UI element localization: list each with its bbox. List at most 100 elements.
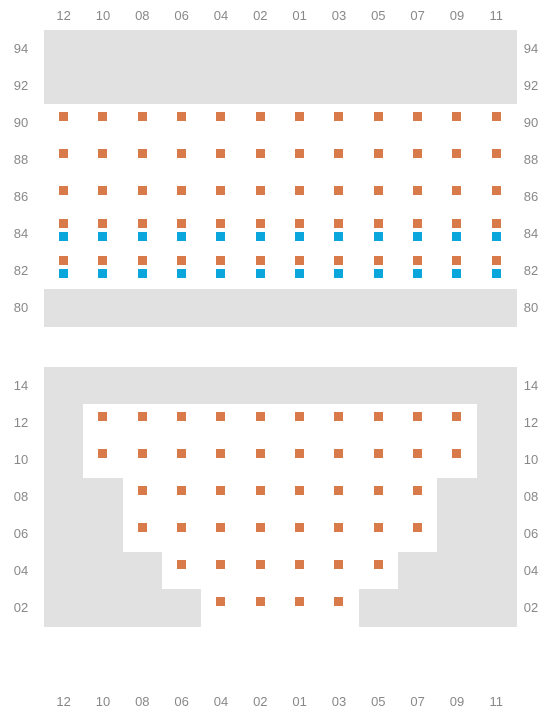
seat-cell[interactable] — [83, 289, 123, 327]
seat-cell[interactable] — [83, 178, 123, 216]
seat-cell[interactable] — [359, 289, 399, 327]
seat-cell[interactable] — [398, 289, 438, 327]
seat-cell[interactable] — [201, 67, 241, 105]
seat-cell[interactable] — [477, 404, 517, 442]
seat-cell[interactable] — [241, 141, 281, 179]
seat-cell[interactable] — [123, 552, 163, 590]
seat-cell[interactable] — [44, 404, 84, 442]
seat-cell[interactable] — [437, 141, 477, 179]
seat-cell[interactable] — [437, 178, 477, 216]
seat-cell[interactable] — [83, 67, 123, 105]
seat-cell[interactable] — [201, 104, 241, 142]
seat-cell[interactable] — [319, 552, 359, 590]
seat-cell[interactable] — [241, 289, 281, 327]
seat-cell[interactable] — [477, 178, 517, 216]
seat-cell[interactable] — [319, 589, 359, 627]
seat-cell[interactable] — [162, 30, 202, 68]
seat-cell[interactable] — [44, 141, 84, 179]
seat-cell[interactable] — [280, 289, 320, 327]
seat-cell[interactable] — [398, 367, 438, 405]
seat-cell[interactable] — [477, 104, 517, 142]
seat-cell[interactable] — [477, 515, 517, 553]
seat-cell[interactable] — [123, 589, 163, 627]
seat-cell[interactable] — [162, 178, 202, 216]
seat-cell[interactable] — [319, 478, 359, 516]
seat-cell[interactable] — [398, 515, 438, 553]
seat-cell[interactable] — [241, 441, 281, 479]
seat-cell[interactable] — [241, 67, 281, 105]
seat-cell[interactable] — [398, 441, 438, 479]
seat-cell[interactable] — [44, 552, 84, 590]
seat-cell[interactable] — [162, 478, 202, 516]
seat-cell[interactable] — [359, 367, 399, 405]
seat-cell[interactable] — [241, 367, 281, 405]
seat-cell[interactable] — [123, 30, 163, 68]
seat-cell[interactable] — [319, 104, 359, 142]
seat-cell[interactable] — [319, 404, 359, 442]
seat-cell[interactable] — [201, 289, 241, 327]
seat-cell[interactable] — [359, 589, 399, 627]
seat-cell[interactable] — [123, 67, 163, 105]
seat-cell[interactable] — [477, 589, 517, 627]
seat-cell[interactable] — [83, 404, 123, 442]
seat-cell[interactable] — [477, 441, 517, 479]
seat-cell[interactable] — [123, 441, 163, 479]
seat-cell[interactable] — [319, 30, 359, 68]
seat-cell[interactable] — [437, 367, 477, 405]
seat-cell[interactable] — [201, 515, 241, 553]
seat-cell[interactable] — [280, 104, 320, 142]
seat-cell[interactable] — [162, 104, 202, 142]
seat-cell[interactable] — [162, 67, 202, 105]
seat-cell[interactable] — [123, 289, 163, 327]
seat-cell[interactable] — [44, 67, 84, 105]
seat-cell[interactable] — [437, 441, 477, 479]
seat-cell[interactable] — [83, 478, 123, 516]
seat-cell[interactable] — [44, 478, 84, 516]
seat-cell[interactable] — [359, 30, 399, 68]
seat-cell[interactable] — [477, 141, 517, 179]
seat-cell[interactable] — [280, 515, 320, 553]
seat-cell[interactable] — [280, 552, 320, 590]
seat-cell[interactable] — [477, 367, 517, 405]
seat-cell[interactable] — [241, 552, 281, 590]
seat-cell[interactable] — [477, 478, 517, 516]
seat-cell[interactable] — [437, 589, 477, 627]
seat-cell[interactable] — [83, 141, 123, 179]
seat-cell[interactable] — [241, 478, 281, 516]
seat-cell[interactable] — [398, 178, 438, 216]
seat-cell[interactable] — [280, 67, 320, 105]
seat-cell[interactable] — [280, 589, 320, 627]
seat-cell[interactable] — [280, 367, 320, 405]
seat-cell[interactable] — [241, 104, 281, 142]
seat-cell[interactable] — [477, 30, 517, 68]
seat-cell[interactable] — [437, 515, 477, 553]
seat-cell[interactable] — [44, 104, 84, 142]
seat-cell[interactable] — [201, 478, 241, 516]
seat-cell[interactable] — [280, 441, 320, 479]
seat-cell[interactable] — [398, 67, 438, 105]
seat-cell[interactable] — [359, 441, 399, 479]
seat-cell[interactable] — [319, 515, 359, 553]
seat-cell[interactable] — [280, 30, 320, 68]
seat-cell[interactable] — [44, 589, 84, 627]
seat-cell[interactable] — [398, 589, 438, 627]
seat-cell[interactable] — [123, 141, 163, 179]
seat-cell[interactable] — [123, 367, 163, 405]
seat-cell[interactable] — [241, 30, 281, 68]
seat-cell[interactable] — [83, 367, 123, 405]
seat-cell[interactable] — [123, 515, 163, 553]
seat-cell[interactable] — [162, 552, 202, 590]
seat-cell[interactable] — [162, 367, 202, 405]
seat-cell[interactable] — [241, 404, 281, 442]
seat-cell[interactable] — [44, 30, 84, 68]
seat-cell[interactable] — [83, 552, 123, 590]
seat-cell[interactable] — [280, 178, 320, 216]
seat-cell[interactable] — [319, 178, 359, 216]
seat-cell[interactable] — [359, 404, 399, 442]
seat-cell[interactable] — [398, 30, 438, 68]
seat-cell[interactable] — [280, 141, 320, 179]
seat-cell[interactable] — [319, 289, 359, 327]
seat-cell[interactable] — [437, 552, 477, 590]
seat-cell[interactable] — [319, 67, 359, 105]
seat-cell[interactable] — [359, 178, 399, 216]
